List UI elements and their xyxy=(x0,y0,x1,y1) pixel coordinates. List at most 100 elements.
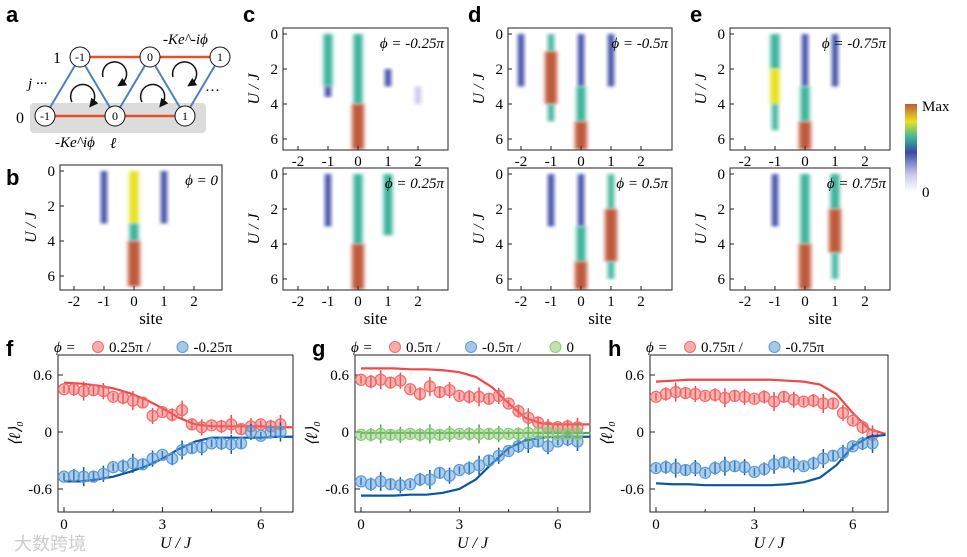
y-tick-label: 4 xyxy=(718,237,726,253)
x-tick-label: -1 xyxy=(98,294,111,310)
x-tick-label: 6 xyxy=(849,517,857,533)
legend-marker xyxy=(549,341,562,353)
x-tick-label: -2 xyxy=(739,154,752,170)
y-tick-label: 6 xyxy=(496,132,504,148)
y-axis-label: U / J xyxy=(471,73,488,105)
data-point xyxy=(67,383,80,396)
data-point xyxy=(175,404,189,417)
y-tick-label: 2 xyxy=(271,62,279,78)
heatmap-cell xyxy=(353,34,363,104)
j-label: j ··· xyxy=(26,76,47,92)
heatmap-cell xyxy=(829,209,841,253)
heatmap-cell xyxy=(575,261,587,290)
data-point xyxy=(136,458,149,471)
heatmap-cell xyxy=(830,174,840,209)
data-point xyxy=(777,456,791,469)
axes-frame xyxy=(729,167,891,291)
heatmap-cell xyxy=(770,69,780,104)
heatmap-cell xyxy=(128,241,140,287)
data-point xyxy=(423,473,436,486)
heatmap-cell xyxy=(352,244,364,290)
heatmap-c_top: 0 2 4 6 -2 -1 0 1 2 U / J ϕ = -0.25π xyxy=(246,27,449,170)
x-tick-label: 1 xyxy=(160,294,168,310)
data-point xyxy=(807,457,820,470)
data-point xyxy=(492,449,505,462)
y-tick-label: 0 xyxy=(718,27,726,43)
x-tick-label: -2 xyxy=(292,294,305,310)
series-0.5π xyxy=(354,367,591,437)
data-point xyxy=(354,373,368,386)
data-point xyxy=(225,418,238,431)
row-label-0: 0 xyxy=(16,110,24,127)
x-tick-label: -2 xyxy=(292,154,305,170)
heatmap-cell xyxy=(161,171,167,224)
data-point xyxy=(443,469,456,482)
legend-marker xyxy=(768,341,781,353)
heatmap-cell xyxy=(101,171,107,224)
x-tick-label: 6 xyxy=(257,517,265,533)
heatmap-e_top: 0 2 4 6 -2 -1 0 1 2 U / J ϕ = -0.75π xyxy=(693,27,891,170)
data-point xyxy=(97,467,110,480)
y-axis-label: U / J xyxy=(23,211,40,243)
y-axis-label: U / J xyxy=(246,73,263,105)
data-point xyxy=(767,395,781,408)
data-point xyxy=(699,466,712,479)
data-point xyxy=(522,411,535,424)
heatmap-cell xyxy=(415,86,421,104)
data-point xyxy=(235,437,248,450)
data-point xyxy=(433,386,446,399)
data-point xyxy=(254,418,267,431)
series--0.25π xyxy=(57,422,294,487)
data-point xyxy=(126,394,139,407)
heatmap-cell xyxy=(608,174,614,209)
y-axis-label: U / J xyxy=(693,213,710,245)
heatmap-cell xyxy=(323,34,333,87)
legend-label: 0.5π / xyxy=(406,340,441,356)
heatmap-cell xyxy=(353,174,363,244)
heatmap-cell xyxy=(548,34,554,52)
data-point xyxy=(679,463,692,477)
x-tick-label: 0 xyxy=(577,294,585,310)
site-label: 1 xyxy=(217,50,223,64)
y-tick-label: 0 xyxy=(271,167,279,183)
x-tick-label: 1 xyxy=(831,294,839,310)
x-tick-label: 1 xyxy=(384,294,392,310)
phi-label: ϕ = 0.5π xyxy=(616,176,668,192)
x-tick-label: 3 xyxy=(456,517,464,533)
x-tick-label: 0 xyxy=(60,517,68,533)
data-point xyxy=(472,459,486,472)
panel-label-h: h xyxy=(608,336,621,361)
x-tick-label: -1 xyxy=(545,294,558,310)
site-nodes: -1 0 1 -1 0 1 xyxy=(34,46,231,127)
site-label: -1 xyxy=(40,109,50,123)
data-point xyxy=(413,387,427,401)
legend-prefix: ϕ = xyxy=(646,340,668,356)
legend-marker xyxy=(684,341,696,353)
data-point xyxy=(502,397,515,410)
heatmap-b: 0 2 4 6 -2 -1 0 1 2 U / J ϕ = 0 site xyxy=(23,164,223,328)
x-tick-label: 2 xyxy=(414,294,422,310)
data-point xyxy=(836,446,850,459)
heatmap-cells xyxy=(770,34,838,150)
heatmap-cell xyxy=(385,69,391,87)
heatmap-d_top: 0 2 4 6 -2 -1 0 1 2 U / J ϕ = -0.5π xyxy=(471,27,673,170)
site-label: 1 xyxy=(182,109,188,123)
x-tick-label: -2 xyxy=(515,294,528,310)
data-point xyxy=(482,454,496,467)
axes-frame xyxy=(649,354,889,513)
heatmap-cell xyxy=(770,34,780,69)
y-axis-label: U / J xyxy=(693,73,710,105)
heatmap-cell xyxy=(129,171,139,224)
y-tick-label: 0 xyxy=(342,425,350,441)
y-axis-label: U / J xyxy=(246,213,263,245)
data-point xyxy=(767,458,781,471)
y-tick-label: 4 xyxy=(496,237,504,253)
y-tick-label: -0.6 xyxy=(28,482,52,498)
data-point xyxy=(502,444,515,458)
heatmap-cell xyxy=(352,104,364,150)
site-label: 0 xyxy=(112,109,118,123)
y-tick-label: 2 xyxy=(271,202,279,218)
panel-label-b: b xyxy=(6,165,19,190)
hopping-bottom-label: -Ke^iϕ xyxy=(55,135,95,151)
x-tick-label: 2 xyxy=(637,154,645,170)
